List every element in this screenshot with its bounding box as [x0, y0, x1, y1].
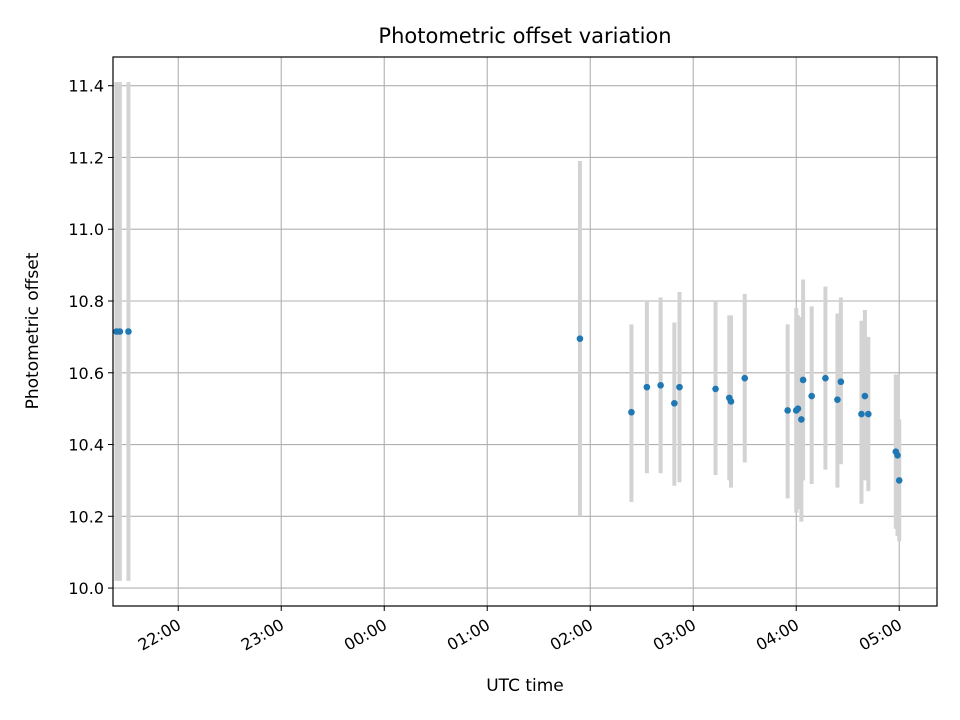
data-point — [671, 399, 678, 407]
data-point — [741, 374, 749, 382]
data-point — [676, 383, 683, 391]
y-tick-label: 11.0 — [68, 220, 104, 239]
data-point — [895, 477, 903, 484]
data-point — [727, 398, 735, 405]
data-point — [865, 410, 872, 418]
y-tick-label: 11.4 — [68, 77, 104, 96]
y-tick-label: 10.4 — [68, 436, 104, 455]
data-point — [784, 407, 791, 414]
data-point — [643, 383, 651, 391]
data-point — [834, 396, 841, 403]
data-point — [858, 410, 865, 418]
data-point — [794, 405, 802, 412]
y-axis-ticks: 10.0 10.2 10.4 10.6 10.8 11.0 11.2 11.4 — [68, 77, 113, 598]
y-tick-label: 10.6 — [68, 364, 104, 383]
data-point — [894, 451, 901, 459]
chart-title: Photometric offset variation — [378, 24, 671, 48]
data-point — [125, 328, 132, 335]
y-tick-label: 10.8 — [68, 292, 104, 311]
data-point — [116, 328, 124, 335]
x-axis-label: UTC time — [486, 676, 564, 696]
data-point — [799, 376, 807, 384]
grid-lines — [113, 57, 937, 606]
y-tick-label: 10.2 — [68, 507, 104, 526]
data-point — [837, 378, 845, 386]
data-point — [657, 382, 664, 389]
data-points — [113, 328, 903, 484]
data-point — [712, 385, 719, 393]
y-axis-label: Photometric offset — [23, 252, 43, 409]
data-point — [861, 392, 869, 400]
plot-area-frame — [112, 56, 938, 607]
data-point — [576, 335, 584, 342]
y-tick-label: 11.2 — [68, 148, 104, 167]
data-point — [798, 416, 805, 423]
data-point — [822, 374, 829, 382]
data-point — [628, 408, 635, 416]
y-tick-label: 10.0 — [68, 579, 104, 598]
data-point — [808, 392, 815, 400]
